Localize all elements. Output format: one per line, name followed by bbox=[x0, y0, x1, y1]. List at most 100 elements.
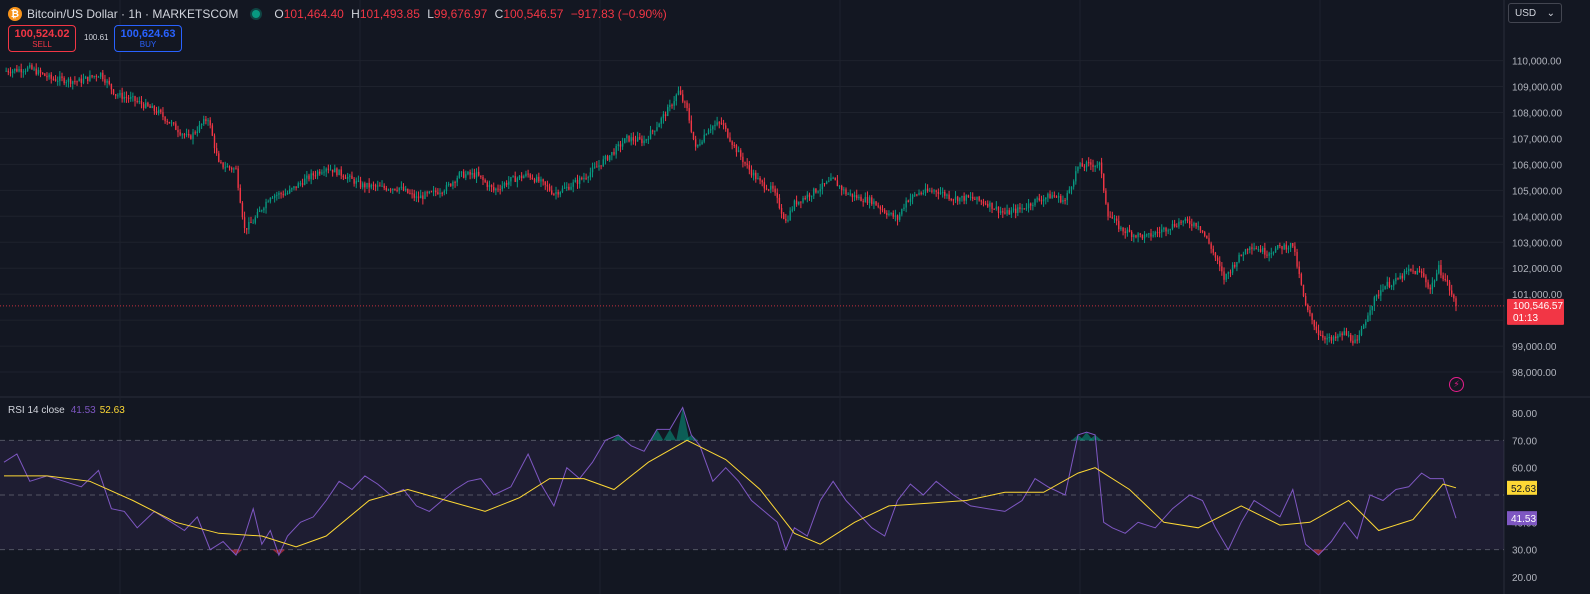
candle-body bbox=[905, 200, 907, 208]
candle-body bbox=[965, 195, 967, 201]
candle-body bbox=[825, 181, 828, 184]
candle-body bbox=[1253, 248, 1255, 250]
rsi-badge bbox=[1507, 511, 1537, 526]
candle-body bbox=[1307, 305, 1309, 310]
candle-body bbox=[593, 166, 596, 168]
candle bbox=[914, 191, 916, 198]
rsi-legend[interactable]: RSI 14 close 41.53 52.63 bbox=[8, 405, 125, 416]
candle-body bbox=[847, 193, 849, 195]
candle bbox=[508, 176, 510, 189]
candle bbox=[1047, 192, 1049, 203]
candlestick-series bbox=[5, 62, 1457, 346]
candle-body bbox=[1412, 270, 1414, 272]
candle-body bbox=[806, 194, 809, 199]
candle-body bbox=[450, 183, 452, 186]
candle-body bbox=[935, 190, 937, 192]
candle bbox=[778, 194, 781, 210]
candle-body bbox=[639, 137, 641, 139]
candle bbox=[1105, 188, 1107, 205]
candle bbox=[1403, 269, 1406, 281]
candle bbox=[460, 171, 463, 177]
candle bbox=[84, 75, 87, 79]
candle-body bbox=[783, 213, 785, 219]
candle bbox=[858, 194, 860, 201]
candle bbox=[1201, 230, 1204, 234]
candle-body bbox=[995, 206, 998, 209]
candle bbox=[134, 95, 136, 107]
buy-button[interactable]: 100,624.63 BUY bbox=[114, 25, 182, 52]
candle-body bbox=[97, 76, 100, 78]
candle-body bbox=[654, 130, 656, 132]
candle bbox=[806, 191, 809, 203]
candle bbox=[604, 154, 607, 165]
candle-body bbox=[271, 197, 274, 199]
symbol-title[interactable]: Bitcoin/US Dollar · 1h · MARKETSCOM bbox=[27, 7, 239, 21]
candle-body bbox=[626, 135, 628, 139]
candle-body bbox=[1079, 163, 1081, 167]
high-value: 101,493.85 bbox=[359, 7, 420, 21]
candle-body bbox=[748, 165, 751, 170]
candle-body bbox=[1393, 281, 1395, 286]
candle-body bbox=[1283, 244, 1285, 250]
candle-body bbox=[1163, 227, 1165, 230]
candle bbox=[1313, 319, 1315, 331]
lightning-icon[interactable]: ⚡ bbox=[1449, 377, 1464, 392]
candle-body bbox=[772, 185, 774, 189]
candle-body bbox=[1068, 189, 1071, 194]
candle-body bbox=[583, 177, 585, 179]
candle bbox=[881, 205, 884, 213]
candle bbox=[142, 102, 145, 111]
candle-body bbox=[99, 72, 102, 77]
candle-body bbox=[1197, 226, 1199, 228]
candle bbox=[44, 73, 46, 77]
open-value: 101,464.40 bbox=[283, 7, 344, 21]
candle-body bbox=[931, 190, 933, 192]
candle-body bbox=[31, 65, 33, 70]
candle-body bbox=[892, 212, 894, 217]
candle-body bbox=[473, 172, 476, 178]
candle-body bbox=[119, 92, 121, 96]
candle-body bbox=[1442, 275, 1444, 280]
candle bbox=[555, 186, 557, 200]
candle-body bbox=[1066, 193, 1068, 201]
candle bbox=[823, 183, 826, 187]
candle-body bbox=[301, 183, 304, 185]
candle-body bbox=[1259, 249, 1262, 252]
candle-body bbox=[561, 188, 564, 193]
candle-body bbox=[1130, 231, 1133, 237]
candle-body bbox=[121, 92, 123, 99]
candle-body bbox=[63, 78, 65, 84]
candle bbox=[432, 185, 435, 197]
candle bbox=[1279, 242, 1281, 249]
candle bbox=[774, 185, 776, 196]
candle-body bbox=[1431, 282, 1434, 290]
candle-body bbox=[424, 192, 426, 199]
candle-body bbox=[480, 175, 482, 177]
candle bbox=[894, 209, 897, 222]
candle-body bbox=[114, 94, 117, 96]
candle-body bbox=[508, 181, 510, 185]
candle bbox=[323, 166, 325, 176]
candle bbox=[630, 132, 632, 146]
candle-body bbox=[795, 200, 798, 205]
candle bbox=[647, 135, 650, 144]
last-price-label: 100,546.57 bbox=[1513, 301, 1563, 312]
candle-body bbox=[233, 168, 235, 170]
candle-body bbox=[353, 178, 355, 184]
candle bbox=[746, 158, 748, 169]
candle-body bbox=[230, 167, 233, 170]
candle-body bbox=[355, 180, 357, 184]
candle-body bbox=[641, 138, 643, 144]
candle bbox=[1231, 262, 1234, 276]
candle-body bbox=[18, 69, 20, 72]
candle bbox=[523, 174, 525, 179]
candle-body bbox=[688, 108, 690, 121]
candle bbox=[1343, 327, 1346, 336]
candle-body bbox=[578, 177, 581, 184]
candle bbox=[956, 195, 959, 205]
candle-body bbox=[576, 180, 579, 184]
candle-body bbox=[1455, 298, 1457, 306]
candle-body bbox=[1060, 195, 1062, 203]
currency-select[interactable]: USD ⌄ bbox=[1508, 3, 1562, 23]
sell-button[interactable]: 100,524.02 SELL bbox=[8, 25, 76, 52]
